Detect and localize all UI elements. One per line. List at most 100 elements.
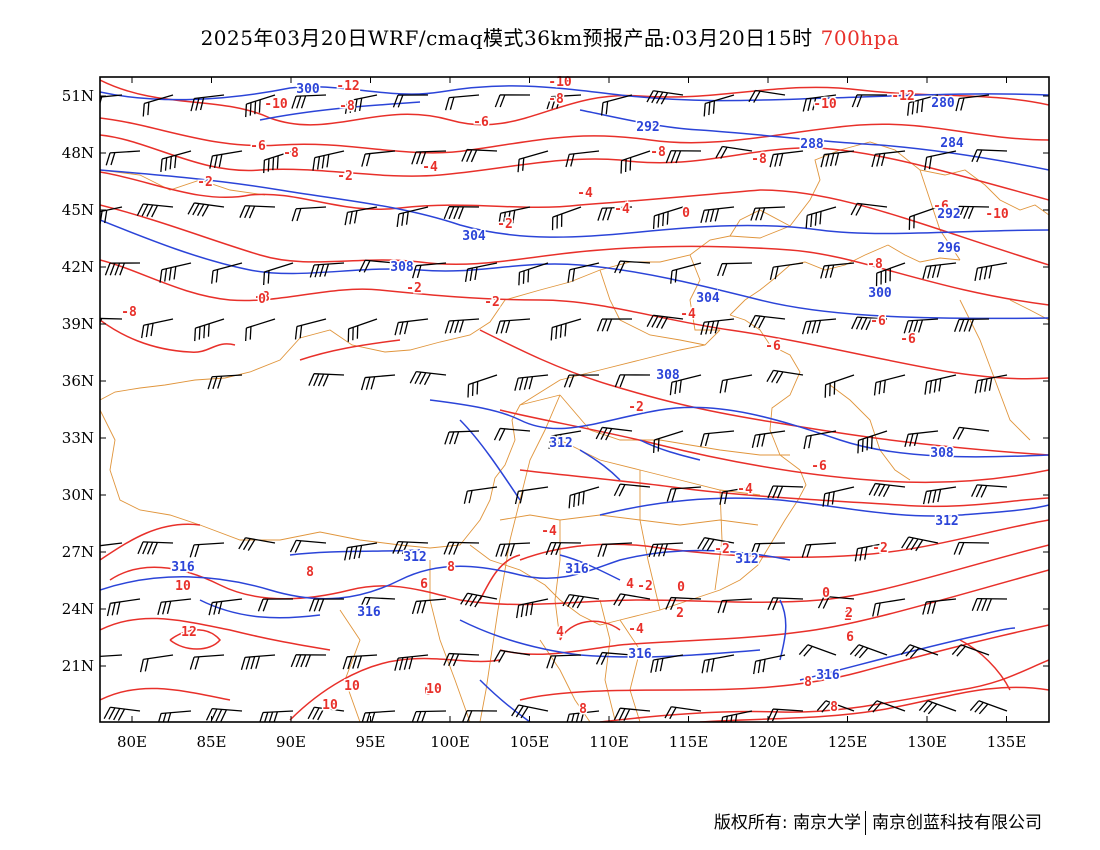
- wind-barb: [646, 90, 684, 105]
- wind-barb: [595, 426, 633, 441]
- border-line: [959, 299, 1031, 441]
- height-contour: [100, 219, 1049, 320]
- wind-barb: [463, 486, 498, 504]
- height-contour: [459, 419, 521, 501]
- temperature-label: 2: [676, 606, 684, 621]
- wind-barb: [715, 145, 753, 159]
- border-line: [539, 639, 591, 722]
- temperature-label: -6: [811, 459, 827, 474]
- lat-label: 51N: [62, 87, 94, 105]
- wind-barb: [666, 486, 702, 502]
- wind-barb: [900, 644, 939, 659]
- temperature-label: 10: [175, 579, 191, 594]
- lon-label: 100E: [430, 733, 470, 751]
- temperature-label: -10: [264, 97, 288, 112]
- wind-barb: [857, 430, 888, 454]
- wind-barb: [901, 536, 939, 552]
- wind-barb: [263, 262, 294, 286]
- wind-barb: [495, 318, 531, 334]
- lon-label: 115E: [669, 733, 709, 751]
- wind-barb: [952, 426, 990, 440]
- wind-barb: [259, 710, 294, 722]
- wind-barb: [568, 486, 600, 509]
- border-line: [829, 384, 911, 481]
- wind-barb: [444, 94, 480, 111]
- wind-barb: [867, 700, 906, 713]
- lat-label: 42N: [62, 258, 94, 276]
- temperature-contour: [100, 171, 1049, 266]
- temperature-contour: [559, 620, 621, 641]
- wind-barb: [551, 206, 582, 231]
- height-contour: [779, 599, 787, 661]
- temperature-contour: [100, 204, 1049, 306]
- wind-barb: [805, 206, 837, 229]
- wind-barb: [922, 486, 957, 505]
- wind-barb: [411, 598, 447, 615]
- footer-divider: [865, 811, 866, 835]
- temperature-label: 2: [845, 606, 853, 621]
- wind-barb: [511, 704, 549, 719]
- wind-barb: [613, 707, 651, 722]
- wind-barb: [516, 598, 549, 619]
- wind-barb: [613, 593, 651, 607]
- wind-barb: [851, 94, 888, 108]
- temperature-label: -12: [336, 79, 359, 94]
- wind-barb: [669, 374, 702, 396]
- wind-barb: [394, 654, 429, 671]
- wind-barb: [263, 150, 294, 174]
- wind-barb: [360, 374, 396, 391]
- wind-barb: [767, 597, 804, 611]
- temperature-label: -10: [548, 75, 572, 90]
- temperature-label: -6: [473, 115, 489, 130]
- wind-barb: [817, 595, 855, 609]
- wind-barb: [467, 374, 498, 398]
- height-label: 308: [390, 260, 414, 275]
- lat-label: 21N: [62, 657, 94, 675]
- lon-label: 105E: [510, 733, 550, 751]
- temperature-contour: [100, 259, 1049, 380]
- temperature-label: -6: [250, 139, 266, 154]
- height-contour: [639, 439, 701, 461]
- wind-barb: [443, 541, 480, 555]
- wind-barb: [851, 316, 888, 331]
- wind-barb: [245, 94, 276, 118]
- wind-barb: [596, 318, 633, 332]
- lat-label: 36N: [62, 372, 94, 390]
- wind-barb: [563, 374, 600, 388]
- height-contour: [100, 549, 791, 600]
- lat-label: 45N: [62, 201, 94, 219]
- wind-barb: [614, 260, 651, 274]
- temperature-label: 0: [258, 292, 266, 307]
- border-line: [919, 169, 961, 261]
- wind-barbs: [100, 89, 1008, 722]
- temperature-contour: [519, 469, 1049, 508]
- temperature-contour: [100, 617, 331, 651]
- temperature-labels: -12 -10 -8 -10 -8 -6 -8 -10 -12 -8 -6 -8 -2 -2 -4 -4 -2 -…: [120, 74, 1011, 719]
- lon-label: 85E: [196, 733, 226, 751]
- wind-barb: [344, 542, 378, 561]
- temperature-label: -8: [751, 152, 767, 167]
- height-label: 284: [940, 136, 964, 151]
- wind-barb: [514, 374, 549, 391]
- height-label: 304: [696, 291, 720, 306]
- temperature-label: -12: [891, 89, 914, 104]
- wind-barb: [613, 483, 651, 497]
- wind-barb: [803, 430, 837, 450]
- temperature-label: 0: [822, 586, 830, 601]
- temperature-label: -6: [900, 332, 916, 347]
- temperature-contour: [959, 639, 1011, 691]
- temperature-contour: [100, 79, 1049, 126]
- wind-barb: [953, 205, 990, 219]
- wind-barb: [103, 706, 141, 721]
- wind-barb: [769, 262, 804, 280]
- wind-barb: [703, 94, 735, 117]
- temperature-label: -2: [714, 542, 730, 557]
- wind-barb: [312, 150, 345, 171]
- wind-barb: [971, 597, 1008, 612]
- height-label: 316: [628, 647, 652, 662]
- wind-barb: [546, 654, 582, 669]
- temperature-label: 2: [844, 609, 852, 624]
- wind-barb: [748, 314, 786, 329]
- temperature-label: -2: [406, 281, 422, 296]
- wind-barb: [652, 430, 684, 454]
